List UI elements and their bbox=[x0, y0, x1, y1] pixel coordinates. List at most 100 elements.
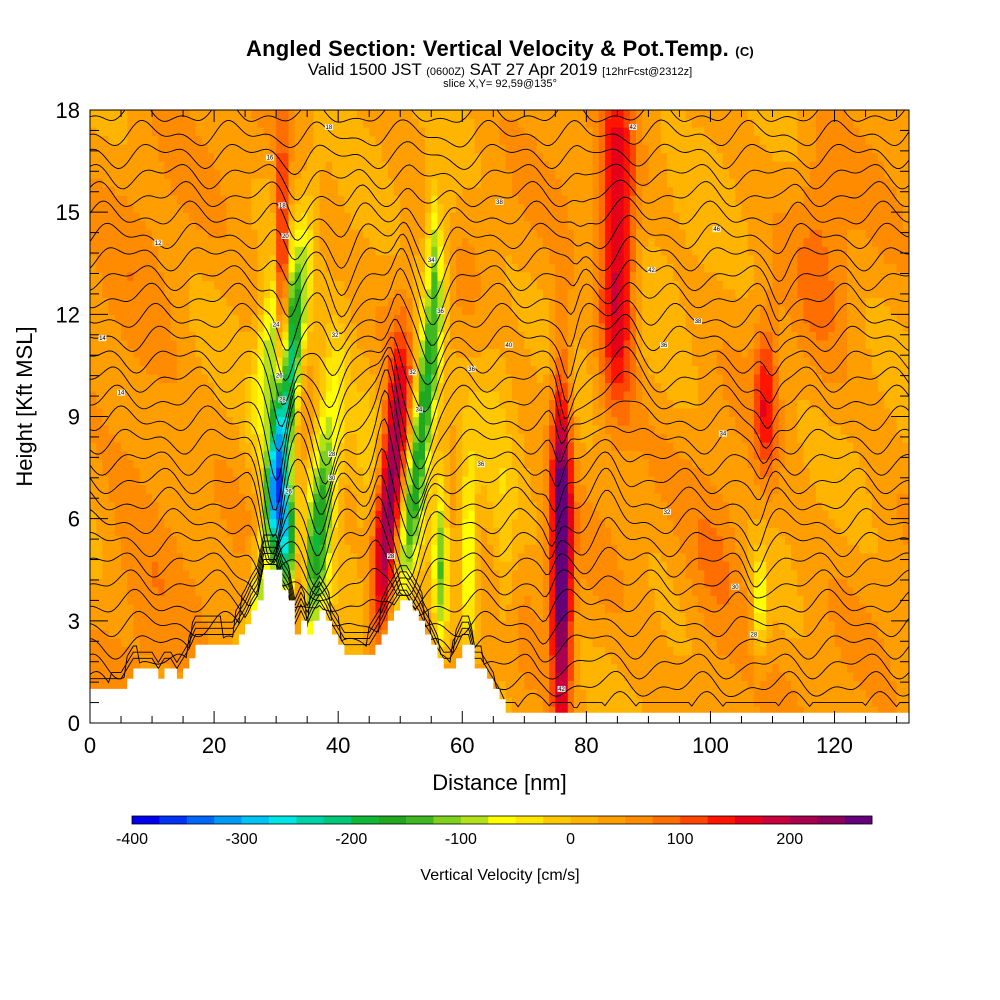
velocity-cell bbox=[834, 527, 842, 579]
velocity-cell bbox=[232, 476, 240, 554]
velocity-cell bbox=[152, 246, 159, 375]
theta-contour bbox=[90, 119, 909, 148]
contour-label-bg bbox=[647, 267, 656, 274]
velocity-cell bbox=[493, 569, 501, 723]
velocity-cell bbox=[505, 697, 513, 723]
velocity-cell bbox=[716, 280, 724, 349]
velocity-cell bbox=[300, 212, 308, 230]
velocity-cell bbox=[406, 493, 414, 545]
velocity-cell bbox=[356, 348, 364, 392]
velocity-cell bbox=[729, 178, 736, 290]
velocity-cell bbox=[561, 671, 569, 690]
velocity-cell bbox=[760, 399, 767, 418]
velocity-cell bbox=[536, 382, 544, 622]
velocity-cell bbox=[406, 450, 414, 460]
velocity-cell bbox=[673, 595, 681, 656]
terrain-shape bbox=[90, 569, 909, 723]
velocity-cell bbox=[592, 595, 600, 647]
velocity-cell bbox=[803, 186, 811, 239]
velocity-cell bbox=[766, 152, 774, 290]
velocity-cell bbox=[307, 195, 314, 230]
velocity-cell bbox=[375, 493, 383, 511]
velocity-cell bbox=[443, 339, 451, 494]
velocity-cell bbox=[195, 595, 203, 690]
velocity-cell bbox=[238, 450, 246, 494]
velocity-cell bbox=[294, 203, 302, 222]
velocity-cell bbox=[294, 229, 302, 247]
velocity-cell bbox=[667, 646, 674, 723]
velocity-cell bbox=[511, 399, 519, 469]
velocity-cell bbox=[549, 263, 556, 375]
velocity-cell bbox=[592, 510, 600, 596]
velocity-cell bbox=[667, 399, 674, 443]
velocity-cell bbox=[698, 127, 705, 264]
velocity-cell bbox=[431, 578, 439, 613]
velocity-cell bbox=[276, 518, 283, 528]
velocity-cell bbox=[499, 110, 507, 120]
velocity-cell bbox=[474, 152, 482, 188]
colorbar-swatch bbox=[406, 816, 434, 824]
velocity-cell bbox=[660, 433, 668, 503]
theta-contours bbox=[90, 110, 909, 709]
velocity-cell bbox=[741, 297, 749, 358]
velocity-cell bbox=[350, 493, 358, 554]
velocity-cell bbox=[363, 127, 370, 239]
velocity-cell bbox=[865, 144, 873, 239]
velocity-cell bbox=[425, 110, 432, 213]
theta-contour bbox=[90, 447, 909, 562]
velocity-cell bbox=[592, 646, 600, 723]
velocity-cell bbox=[170, 339, 178, 384]
velocity-cell bbox=[263, 297, 271, 315]
velocity-cell bbox=[859, 135, 867, 230]
velocity-cell bbox=[276, 297, 283, 315]
velocity-cell bbox=[604, 382, 612, 409]
velocity-cell bbox=[251, 459, 259, 494]
velocity-cell bbox=[493, 348, 501, 392]
velocity-cell bbox=[437, 646, 445, 665]
velocity-cell bbox=[251, 433, 259, 460]
velocity-cell bbox=[90, 578, 97, 630]
velocity-cell bbox=[152, 586, 159, 665]
x-tick-label: 20 bbox=[202, 733, 226, 758]
velocity-cell bbox=[505, 254, 513, 290]
velocity-cell bbox=[784, 637, 792, 682]
velocity-cell bbox=[784, 314, 792, 545]
velocity-cell bbox=[269, 254, 277, 281]
velocity-cell bbox=[567, 620, 575, 682]
velocity-cell bbox=[245, 373, 252, 443]
velocity-cell bbox=[480, 348, 488, 392]
y-axis-title: Height [Kft MSL] bbox=[12, 326, 37, 486]
velocity-cell bbox=[331, 110, 339, 179]
velocity-cell bbox=[722, 399, 730, 503]
velocity-cell bbox=[679, 229, 687, 307]
velocity-cell bbox=[375, 144, 383, 256]
colorbar-swatch bbox=[132, 816, 160, 824]
velocity-cell bbox=[257, 178, 265, 315]
velocity-cell bbox=[313, 416, 321, 435]
velocity-cell bbox=[871, 552, 879, 622]
velocity-cell bbox=[425, 237, 432, 264]
velocity-cell bbox=[803, 110, 811, 188]
velocity-cell bbox=[90, 110, 97, 128]
velocity-cell bbox=[629, 144, 637, 196]
velocity-cell bbox=[300, 322, 308, 341]
contour-label: 12 bbox=[155, 241, 162, 247]
velocity-cell bbox=[418, 544, 426, 571]
velocity-cell bbox=[431, 416, 439, 435]
velocity-cell bbox=[555, 373, 563, 392]
velocity-cell bbox=[220, 195, 228, 239]
velocity-cell bbox=[269, 544, 277, 554]
velocity-cell bbox=[269, 561, 277, 571]
contour-label: 34 bbox=[415, 408, 422, 414]
velocity-cell bbox=[760, 476, 767, 494]
velocity-cell bbox=[840, 382, 848, 435]
velocity-cell bbox=[846, 442, 854, 545]
velocity-cell bbox=[462, 356, 470, 409]
contour-label: 20 bbox=[282, 234, 289, 240]
velocity-cell bbox=[871, 620, 879, 707]
velocity-cell bbox=[251, 178, 259, 230]
contour-label-bg bbox=[663, 508, 672, 515]
velocity-cell bbox=[549, 654, 556, 707]
theta-contour bbox=[90, 467, 909, 566]
velocity-cell bbox=[406, 578, 414, 596]
